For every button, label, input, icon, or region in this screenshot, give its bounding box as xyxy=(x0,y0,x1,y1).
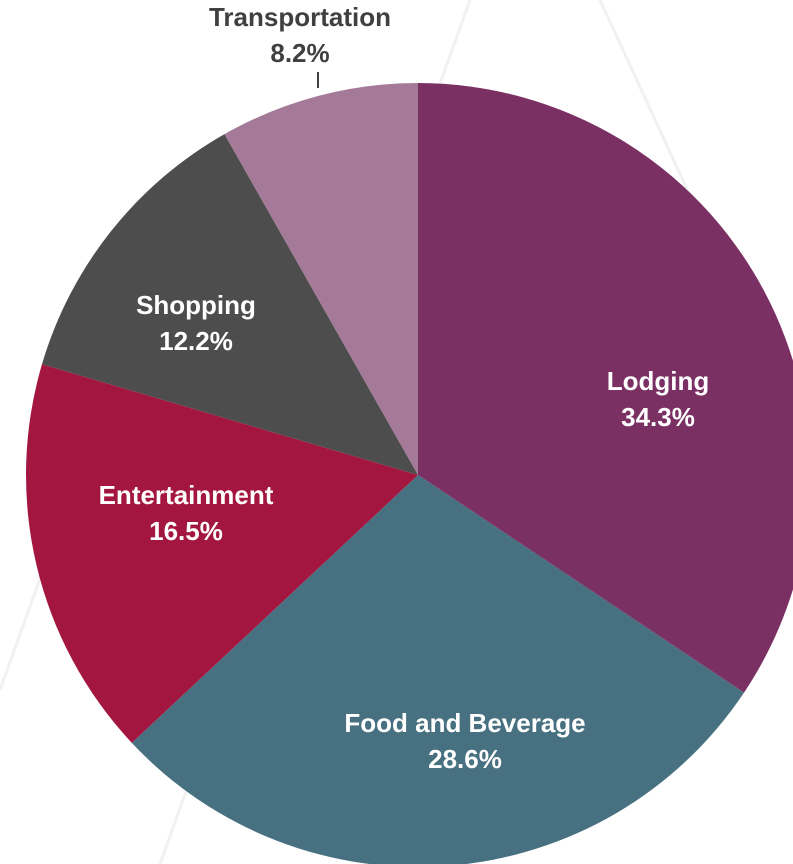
slice-label-shopping: Shopping xyxy=(136,290,256,320)
slice-label-transportation: Transportation xyxy=(209,2,391,32)
pie-slice-food-and-beverage xyxy=(131,475,745,864)
slice-value-transportation: 8.2% xyxy=(270,38,329,68)
pie-slice-lodging xyxy=(418,83,793,693)
pie-slices xyxy=(26,83,793,864)
slice-label-lodging: Lodging xyxy=(607,366,710,396)
slice-value-entertainment: 16.5% xyxy=(149,516,223,546)
pie-labels: Lodging 34.3% Food and Beverage 28.6% Entert… xyxy=(99,2,710,774)
pie-slice-entertainment xyxy=(26,364,418,743)
slice-value-shopping: 12.2% xyxy=(159,326,233,356)
pie-slice-shopping xyxy=(41,134,419,475)
slice-value-lodging: 34.3% xyxy=(621,402,695,432)
slice-label-entertainment: Entertainment xyxy=(99,480,274,510)
pie-slice-transportation xyxy=(224,83,418,475)
slice-value-food-and-beverage: 28.6% xyxy=(428,744,502,774)
slice-label-food-and-beverage: Food and Beverage xyxy=(344,708,585,738)
